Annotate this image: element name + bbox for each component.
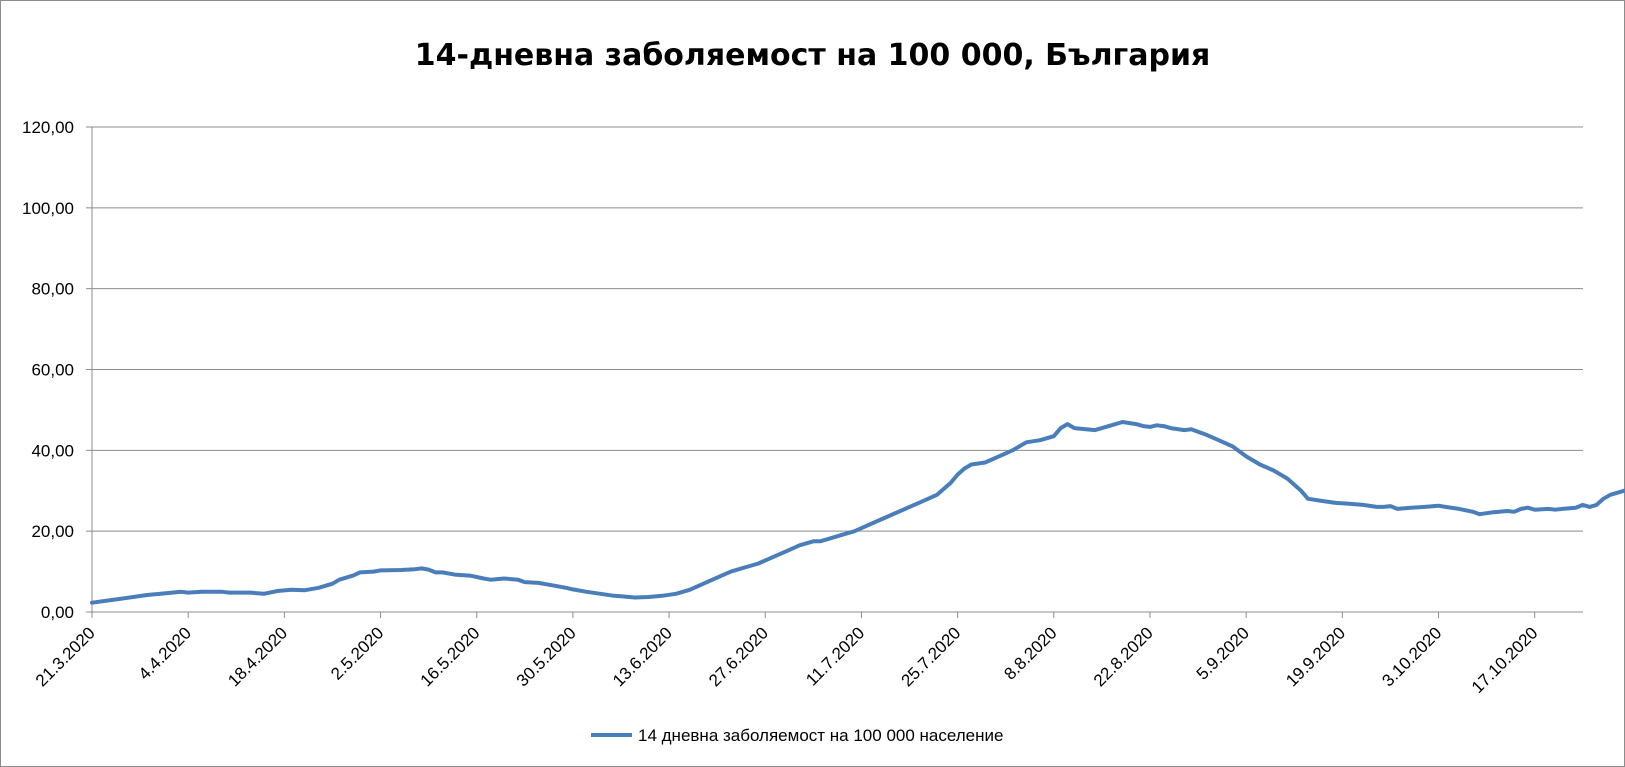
x-tick-label: 5.9.2020 <box>1193 623 1253 683</box>
x-tick-label: 4.4.2020 <box>135 623 195 683</box>
x-tick-label: 17.10.2020 <box>1468 623 1542 697</box>
x-tick-label: 19.9.2020 <box>1282 623 1349 690</box>
legend: 14 дневна заболяемост на 100 000 населен… <box>591 726 1003 745</box>
y-tick-label: 60,00 <box>31 361 74 380</box>
x-tick-label: 27.6.2020 <box>705 623 772 690</box>
y-tick-label: 20,00 <box>31 522 74 541</box>
x-tick-label: 21.3.2020 <box>32 623 99 690</box>
y-tick-label: 40,00 <box>31 441 74 460</box>
y-tick-label: 0,00 <box>41 603 74 622</box>
x-axis-tick-labels: 21.3.2020 4.4.2020 18.4.2020 2.5.2020 16.5.2… <box>32 623 1542 697</box>
x-tick-label: 11.7.2020 <box>802 623 868 689</box>
x-tick-label: 18.4.2020 <box>224 623 291 690</box>
chart-title: 14-дневна заболяемост на 100 000, Българ… <box>414 38 1211 73</box>
series-line <box>90 420 1625 605</box>
x-tick-label: 8.8.2020 <box>1000 623 1060 683</box>
x-tick-label: 16.5.2020 <box>417 623 484 690</box>
x-tick-label: 25.7.2020 <box>898 623 965 690</box>
x-tick-label: 30.5.2020 <box>513 623 580 690</box>
y-axis-tick-labels: 0,00 20,00 40,00 60,00 80,00 100,00 120,00 <box>22 118 74 622</box>
x-tick-label: 22.8.2020 <box>1090 623 1157 690</box>
y-tick-label: 100,00 <box>22 199 74 218</box>
legend-label: 14 дневна заболяемост на 100 000 населен… <box>638 726 1003 745</box>
x-tick-label: 13.6.2020 <box>609 623 676 690</box>
y-tick-label: 120,00 <box>22 118 74 137</box>
x-tick-label: 3.10.2020 <box>1378 623 1445 690</box>
grid-lines <box>92 126 1583 532</box>
x-tick-label: 2.5.2020 <box>327 623 387 683</box>
axes <box>86 126 1583 618</box>
series-layer <box>90 420 1625 605</box>
y-tick-label: 80,00 <box>31 280 74 299</box>
